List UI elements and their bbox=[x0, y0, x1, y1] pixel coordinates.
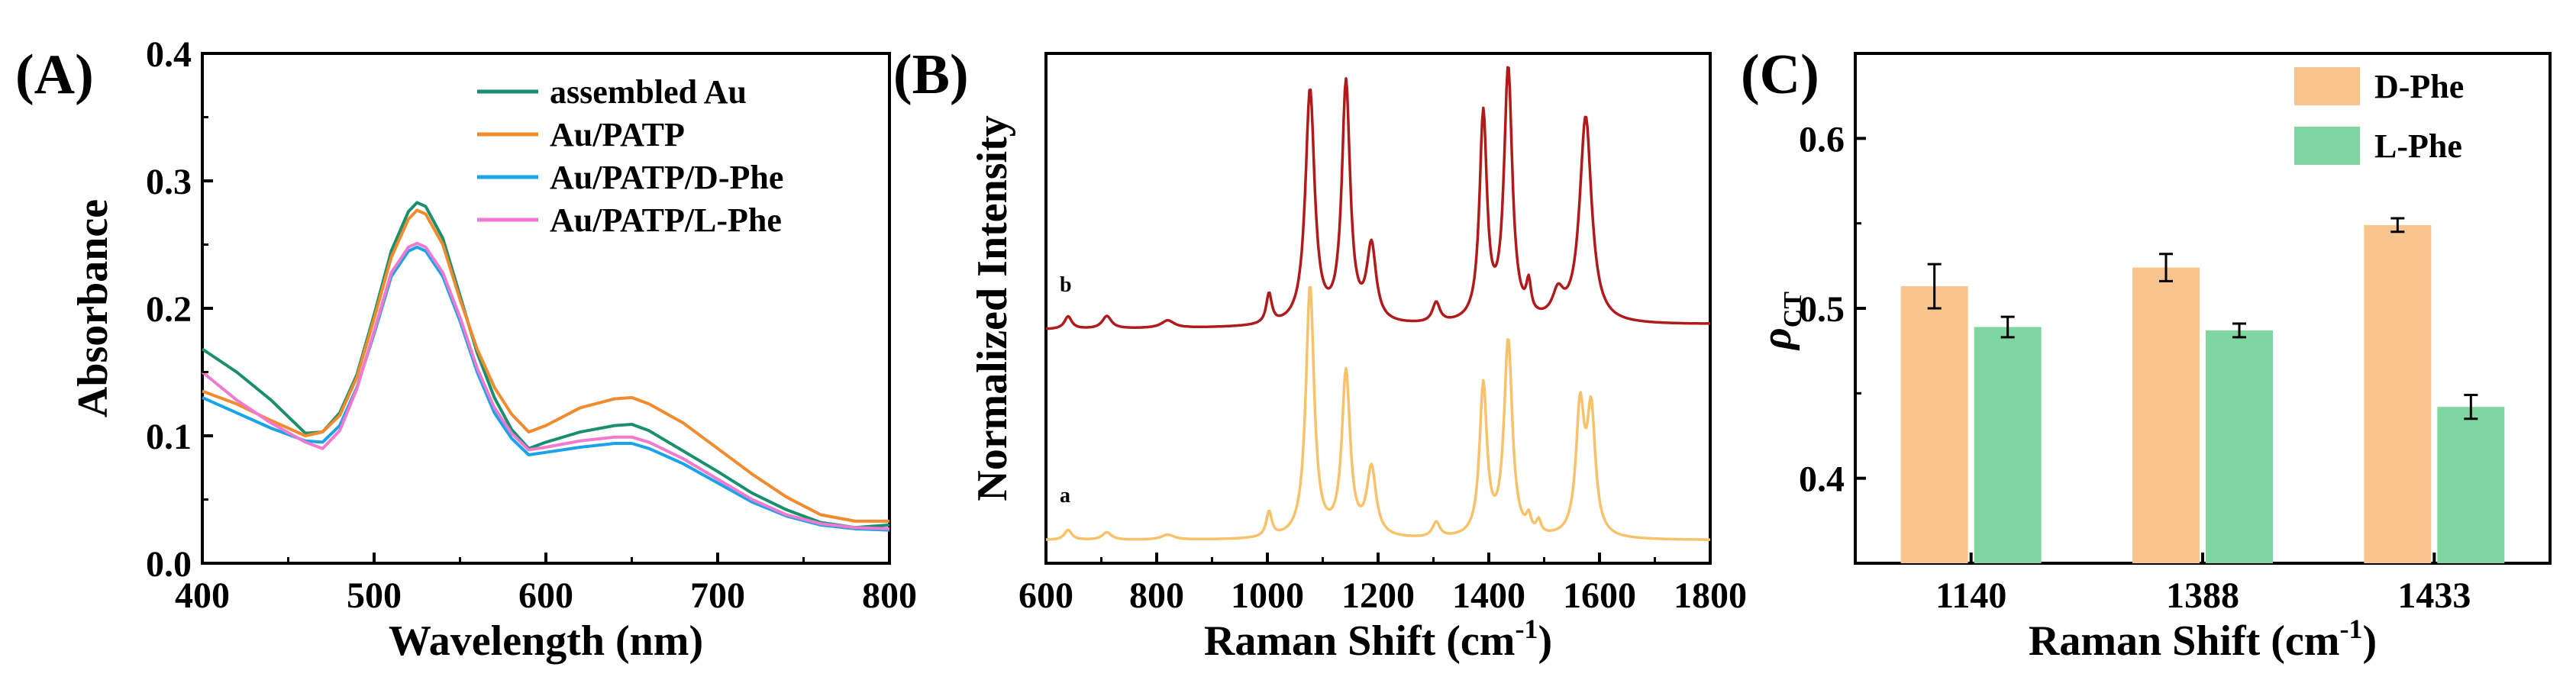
panel-c-x-axis-label-end: ) bbox=[2362, 617, 2377, 665]
panel-a-series-line bbox=[202, 208, 889, 523]
panel-c-x-axis-label: Raman Shift (cm-1) bbox=[2029, 614, 2377, 665]
panel-a-legend: assembled Au Au/PATP Au/PATP/D-Phe Au/PATP/… bbox=[477, 73, 783, 239]
panel-c-bar-l-phe bbox=[1974, 327, 2042, 563]
panel-c-x-axis-label-main: Raman Shift (cm bbox=[2029, 617, 2340, 665]
panel-b-x-axis-label-end: ) bbox=[1538, 617, 1552, 665]
panel-c-y-tick-label: 0.5 bbox=[1799, 289, 1845, 330]
panel-c-bar-l-phe bbox=[2437, 407, 2505, 563]
panel-c-legend: D-Phe L-Phe bbox=[2294, 67, 2464, 165]
panel-a-x-tick-label: 400 bbox=[175, 575, 230, 616]
panel-b-x-tick-label: 600 bbox=[1018, 575, 1073, 616]
panel-a-series-line bbox=[201, 201, 890, 530]
panel-c-y-tick-label: 0.4 bbox=[1799, 459, 1845, 500]
panel-a-y-tick-label: 0.1 bbox=[146, 417, 192, 457]
panel-c: (C) 0.4 0.5 0.6 1140 1388 1433 D-Phe L-Phe Ram… bbox=[1741, 44, 2552, 665]
panel-a-x-axis-label: Wavelength (nm) bbox=[389, 617, 703, 665]
panel-c-legend-label: L-Phe bbox=[2374, 127, 2462, 165]
panel-a-x-tick-label: 600 bbox=[518, 575, 573, 616]
panel-a-y-tick-label: 0.0 bbox=[146, 544, 192, 585]
panel-a-legend-label: Au/PATP bbox=[550, 116, 685, 153]
panel-a-x-tick-label: 700 bbox=[690, 575, 745, 616]
panel-b-x-axis-label-main: Raman Shift (cm bbox=[1204, 617, 1516, 665]
panel-a-y-tick-label: 0.3 bbox=[146, 162, 192, 202]
panel-b-label: (B) bbox=[893, 44, 969, 106]
panel-b-spectrum-b bbox=[1045, 66, 1711, 330]
panel-a-legend-label: Au/PATP/L-Phe bbox=[550, 201, 782, 239]
panel-a-legend-label: Au/PATP/D-Phe bbox=[550, 159, 783, 196]
panel-b-ticks: 600 800 1000 1200 1400 1600 1800 bbox=[1018, 553, 1747, 616]
panel-a-y-axis-label: Absorbance bbox=[69, 199, 117, 417]
panel-c-y-tick-label: 0.6 bbox=[1799, 119, 1845, 160]
panel-a-label: (A) bbox=[15, 44, 94, 106]
panel-b: (B) ba 600 800 1000 1200 1400 1600 1800 Raman … bbox=[893, 44, 1747, 665]
panel-a-y-tick-label: 0.4 bbox=[146, 34, 192, 75]
panel-b-x-tick-label: 1000 bbox=[1231, 575, 1304, 616]
panel-a-y-tick-label: 0.2 bbox=[146, 289, 192, 330]
panel-b-x-axis-label-sup: -1 bbox=[1515, 614, 1538, 644]
panel-c-legend-swatch bbox=[2294, 127, 2360, 165]
panel-a-x-tick-label: 500 bbox=[347, 575, 402, 616]
panel-a-series-line bbox=[201, 241, 890, 530]
panel-b-x-tick-label: 1800 bbox=[1674, 575, 1747, 616]
panel-a: (A) 400 500 600 700 800 0.0 0.1 0.2 0.3 0.4 assem… bbox=[15, 34, 917, 665]
panel-b-spectrum-a bbox=[1045, 285, 1711, 541]
panel-c-ticks: 0.4 0.5 0.6 1140 1388 1433 bbox=[1799, 119, 2471, 616]
panel-c-x-tick-label: 1433 bbox=[2397, 575, 2471, 616]
panel-b-trace-label-a: a bbox=[1060, 484, 1070, 508]
panel-c-x-tick-label: 1388 bbox=[2166, 575, 2239, 616]
panel-c-bar-d-phe bbox=[1900, 286, 1968, 563]
panel-c-bar-l-phe bbox=[2206, 330, 2273, 563]
panel-a-ticks: 400 500 600 700 800 0.0 0.1 0.2 0.3 0.4 bbox=[146, 34, 917, 616]
panel-c-bars bbox=[1900, 217, 2505, 563]
panel-c-bar-d-phe bbox=[2364, 224, 2432, 563]
panel-a-x-tick-label: 800 bbox=[862, 575, 917, 616]
panel-c-y-axis-label-rho: ρ bbox=[1753, 327, 1800, 351]
panel-b-x-tick-label: 1400 bbox=[1452, 575, 1525, 616]
panel-b-x-tick-label: 800 bbox=[1129, 575, 1184, 616]
panel-c-bar-d-phe bbox=[2132, 267, 2200, 563]
panel-c-legend-label: D-Phe bbox=[2374, 68, 2464, 105]
panel-a-series-line bbox=[202, 245, 890, 532]
panel-a-plot-frame bbox=[201, 52, 891, 565]
panel-c-x-axis-label-sup: -1 bbox=[2339, 614, 2362, 644]
panel-c-y-axis-label: ρCT bbox=[1753, 292, 1807, 351]
panel-b-x-tick-label: 1200 bbox=[1341, 575, 1415, 616]
panel-a-legend-label: assembled Au bbox=[550, 73, 747, 111]
panel-a-series bbox=[201, 201, 890, 532]
panel-c-legend-swatch bbox=[2294, 67, 2360, 105]
panel-c-label: (C) bbox=[1741, 44, 1819, 106]
panel-b-x-tick-label: 1600 bbox=[1563, 575, 1636, 616]
panel-b-series: ba bbox=[1045, 66, 1711, 541]
panel-c-x-tick-label: 1140 bbox=[1935, 575, 2006, 616]
panel-b-x-axis-label: Raman Shift (cm-1) bbox=[1204, 614, 1552, 665]
panel-c-y-axis-label-sub: CT bbox=[1779, 292, 1807, 328]
panel-b-trace-label-b: b bbox=[1060, 273, 1072, 297]
panel-b-y-axis-label: Normalized Intensity bbox=[969, 115, 1016, 501]
